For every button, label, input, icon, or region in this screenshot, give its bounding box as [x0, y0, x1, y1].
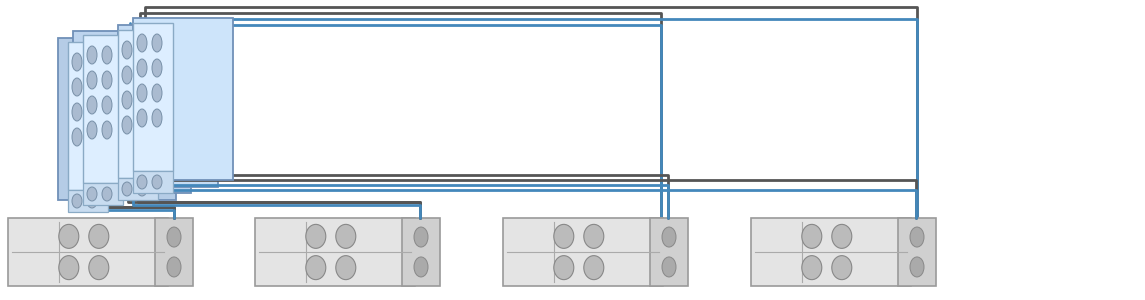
Ellipse shape — [167, 257, 181, 277]
Ellipse shape — [123, 91, 132, 109]
Ellipse shape — [831, 224, 852, 248]
Ellipse shape — [87, 187, 97, 201]
Ellipse shape — [87, 194, 97, 208]
Ellipse shape — [152, 175, 161, 189]
Bar — [503, 218, 663, 286]
Bar — [155, 218, 194, 286]
Ellipse shape — [137, 66, 147, 84]
Ellipse shape — [152, 84, 161, 102]
Bar — [68, 42, 108, 190]
Bar — [82, 35, 123, 183]
Ellipse shape — [72, 194, 82, 208]
Ellipse shape — [910, 227, 924, 247]
Ellipse shape — [137, 41, 147, 59]
Bar — [402, 218, 440, 286]
Ellipse shape — [123, 41, 132, 59]
Ellipse shape — [87, 46, 97, 64]
Bar — [898, 218, 935, 286]
Ellipse shape — [87, 121, 97, 139]
Ellipse shape — [87, 71, 97, 89]
Ellipse shape — [72, 128, 82, 146]
Ellipse shape — [72, 78, 82, 96]
Bar — [73, 31, 191, 193]
Ellipse shape — [102, 46, 112, 64]
Ellipse shape — [137, 182, 147, 196]
Bar — [82, 183, 123, 205]
Bar — [118, 25, 218, 187]
Ellipse shape — [584, 224, 603, 248]
Ellipse shape — [137, 91, 147, 109]
Ellipse shape — [335, 256, 356, 280]
Ellipse shape — [662, 257, 676, 277]
Ellipse shape — [831, 256, 852, 280]
Ellipse shape — [102, 121, 112, 139]
Ellipse shape — [167, 227, 181, 247]
Ellipse shape — [137, 109, 147, 127]
Bar — [255, 218, 414, 286]
Ellipse shape — [306, 224, 326, 248]
Ellipse shape — [137, 116, 147, 134]
Ellipse shape — [662, 227, 676, 247]
Ellipse shape — [123, 116, 132, 134]
Ellipse shape — [58, 256, 79, 280]
Bar — [751, 218, 911, 286]
Bar — [118, 178, 158, 200]
Bar — [68, 190, 108, 212]
Bar — [133, 171, 173, 193]
Ellipse shape — [802, 256, 822, 280]
Ellipse shape — [584, 256, 603, 280]
Ellipse shape — [152, 34, 161, 52]
Ellipse shape — [87, 103, 97, 121]
Ellipse shape — [554, 224, 574, 248]
Bar — [133, 23, 173, 171]
Ellipse shape — [137, 34, 147, 52]
Ellipse shape — [72, 53, 82, 71]
Ellipse shape — [554, 256, 574, 280]
Ellipse shape — [910, 257, 924, 277]
Ellipse shape — [137, 59, 147, 77]
Ellipse shape — [152, 109, 161, 127]
Ellipse shape — [87, 78, 97, 96]
Ellipse shape — [335, 224, 356, 248]
Ellipse shape — [137, 175, 147, 189]
Ellipse shape — [72, 103, 82, 121]
Ellipse shape — [123, 182, 132, 196]
Bar — [650, 218, 688, 286]
Ellipse shape — [102, 96, 112, 114]
Bar — [133, 18, 232, 180]
Ellipse shape — [89, 256, 109, 280]
Bar — [118, 30, 158, 178]
Bar — [8, 218, 168, 286]
Ellipse shape — [137, 84, 147, 102]
Ellipse shape — [87, 128, 97, 146]
Ellipse shape — [152, 59, 161, 77]
Ellipse shape — [58, 224, 79, 248]
Ellipse shape — [87, 53, 97, 71]
Ellipse shape — [802, 224, 822, 248]
Ellipse shape — [89, 224, 109, 248]
Ellipse shape — [123, 66, 132, 84]
Ellipse shape — [414, 227, 428, 247]
Ellipse shape — [102, 71, 112, 89]
Ellipse shape — [306, 256, 326, 280]
Ellipse shape — [102, 187, 112, 201]
Bar — [58, 38, 176, 200]
Ellipse shape — [87, 96, 97, 114]
Ellipse shape — [414, 257, 428, 277]
